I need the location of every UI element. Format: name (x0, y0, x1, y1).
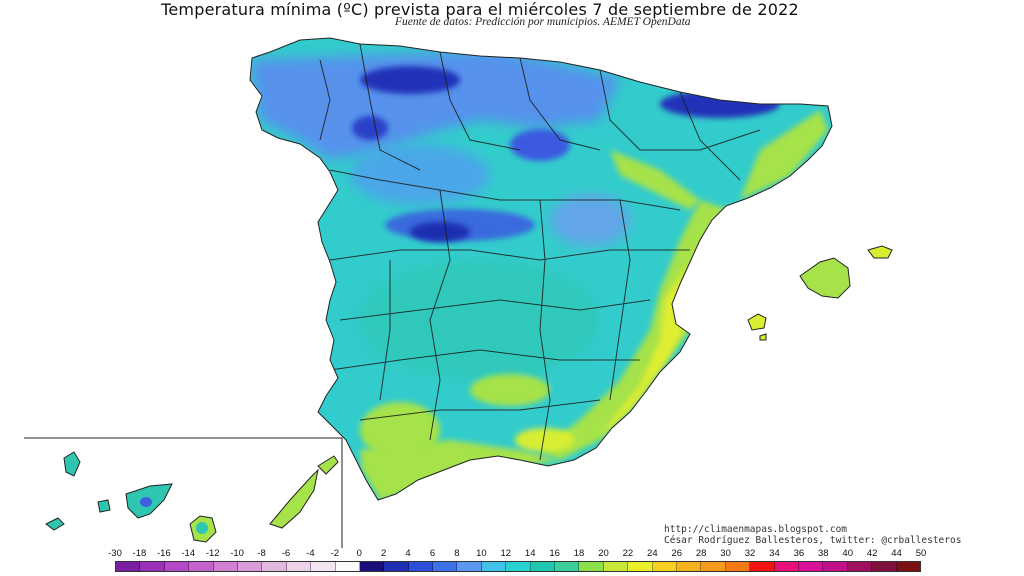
legend-swatch (335, 562, 360, 571)
legend-swatch (311, 562, 336, 571)
legend-tick-label: 4 (405, 548, 411, 559)
legend-tick-label: -4 (306, 548, 315, 559)
legend-tick-label: 24 (647, 548, 658, 559)
temperature-legend: -30 -18 -16 -14 -12 -10 -8 -6 -4 -2 0 2 4 6 8 10 12 14 16 1… (108, 548, 926, 576)
legend-swatch (213, 562, 238, 571)
legend-swatch (408, 562, 434, 571)
spain-peninsula (249, 37, 833, 501)
legend-tick-label: 36 (793, 548, 805, 559)
legend-swatch (359, 562, 385, 571)
legend-tick-label: 16 (549, 548, 560, 559)
legend-tick-label: -12 (205, 548, 220, 559)
legend-swatch (798, 562, 824, 571)
map-title: Temperatura mínima (ºC) prevista para el… (161, 0, 799, 19)
data-source-subtitle: Fuente de datos: Predicción por municipi… (395, 16, 691, 28)
legend-swatch (140, 562, 165, 571)
legend-swatch (286, 562, 312, 571)
legend-tick-label: -16 (156, 548, 171, 559)
legend-tick-label: 38 (818, 548, 829, 559)
legend-tick-label: 32 (744, 548, 756, 559)
legend-swatch (847, 562, 873, 571)
legend-tick-label: 10 (476, 548, 487, 559)
legend-swatch (603, 562, 629, 571)
legend-tick-label: -30 (108, 548, 122, 559)
temperature-map (24, 37, 893, 548)
legend-swatch (628, 562, 653, 571)
legend-swatch (481, 562, 507, 571)
legend-swatch (237, 562, 263, 571)
legend-swatch (189, 562, 214, 571)
legend-swatch (652, 562, 677, 571)
legend-tick-label: 22 (622, 548, 634, 559)
legend-tick-label: 42 (866, 548, 878, 559)
legend-swatch (164, 562, 190, 571)
legend-swatch (701, 562, 726, 571)
legend-tick-label: 2 (381, 548, 387, 559)
legend-tick-label: 8 (454, 548, 460, 559)
legend-swatch (774, 562, 799, 571)
legend-tick-label: -6 (281, 548, 291, 559)
balearic-islands (747, 245, 893, 341)
legend-tick-label: 18 (573, 548, 585, 559)
legend-tick-label: 6 (429, 548, 436, 559)
canary-islands-inset (24, 437, 343, 548)
legend-tick-label: 34 (769, 548, 780, 559)
credits-author: César Rodríguez Ballesteros, twitter: @c… (664, 535, 962, 546)
legend-tick-label: 44 (891, 548, 902, 559)
legend-swatch (872, 562, 897, 571)
legend-tick-label: -18 (132, 548, 147, 559)
credits: http://climaenmapas.blogspot.com César R… (664, 524, 961, 546)
legend-swatch (262, 562, 287, 571)
legend-tick-label: 50 (915, 548, 927, 559)
legend-swatch (384, 562, 409, 571)
legend-tick-label: 0 (356, 548, 362, 559)
legend-tick-label: 26 (671, 548, 683, 559)
legend-tick-label: -14 (181, 548, 196, 559)
legend-swatch (823, 562, 848, 571)
legend-swatch (433, 562, 458, 571)
legend-swatch (457, 562, 482, 571)
legend-tick-label: 40 (842, 548, 853, 559)
legend-color-bar (115, 561, 921, 572)
legend-tick-label: 12 (500, 548, 512, 559)
legend-tick-label: 28 (695, 548, 707, 559)
legend-swatch (116, 562, 141, 571)
legend-swatch (530, 562, 556, 571)
legend-swatch (750, 562, 775, 571)
legend-swatch (725, 562, 751, 571)
legend-tick-label: -2 (330, 548, 340, 559)
legend-labels: -30 -18 -16 -14 -12 -10 -8 -6 -4 -2 0 2 4 6 8 10 12 14 16 1… (108, 548, 926, 560)
legend-swatch (555, 562, 580, 571)
legend-swatch (676, 562, 702, 571)
legend-tick-label: 20 (598, 548, 609, 559)
legend-tick-label: 30 (720, 548, 731, 559)
credits-url: http://climaenmapas.blogspot.com (664, 524, 848, 535)
legend-tick-label: 14 (524, 548, 536, 559)
legend-swatch (506, 562, 531, 571)
legend-swatch (896, 562, 920, 571)
legend-tick-label: -8 (257, 548, 266, 559)
legend-swatch (579, 562, 604, 571)
legend-tick-label: -10 (230, 548, 244, 559)
